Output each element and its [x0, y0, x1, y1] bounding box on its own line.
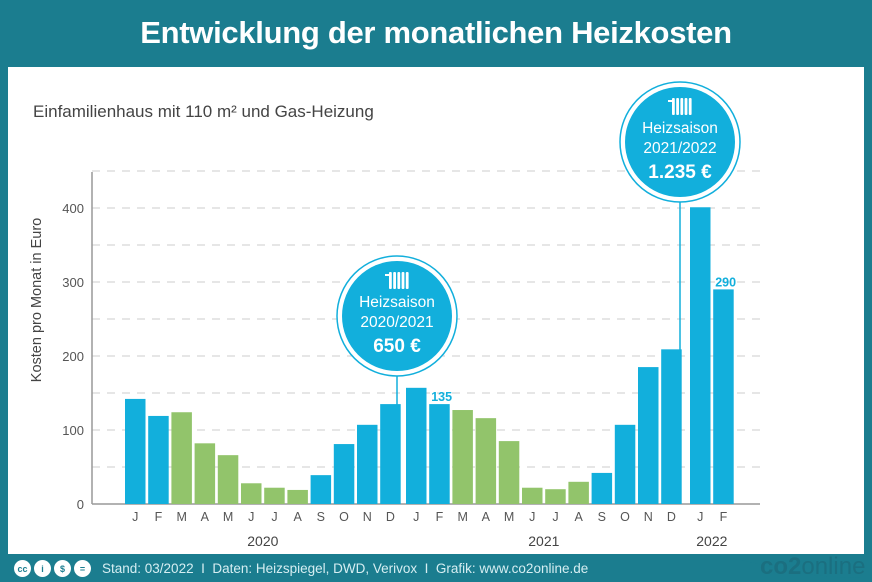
bar-2021-3 [475, 418, 497, 504]
x-tick-label: F [436, 510, 444, 524]
x-tick-label: J [271, 510, 277, 524]
year-label-2022: 2022 [696, 533, 727, 549]
bar-2020-5 [241, 483, 262, 504]
x-tick-label: N [644, 510, 653, 524]
x-tick-label: M [457, 510, 467, 524]
radiator-icon [389, 272, 392, 289]
x-tick-label: O [620, 510, 630, 524]
x-tick-label: F [720, 510, 728, 524]
chart-title: Entwicklung der monatlichen Heizkosten [140, 15, 732, 50]
data-label: 290 [715, 275, 736, 289]
bar-2021-1 [429, 404, 450, 504]
nd-icon: = [74, 560, 91, 577]
season-total: 1.235 € [648, 162, 712, 183]
chart-subtitle: Einfamilienhaus mit 110 m² und Gas-Heizu… [33, 102, 374, 121]
bar-2021-8 [591, 472, 613, 504]
season-period: 2021/2022 [643, 140, 716, 157]
year-label-2020: 2020 [247, 533, 278, 549]
bar-2021-10 [638, 367, 659, 504]
x-tick-label: J [697, 510, 703, 524]
bar-2020-8 [310, 475, 332, 504]
x-tick-label: A [201, 510, 210, 524]
radiator-icon [393, 272, 396, 289]
bar-2020-4 [217, 455, 239, 504]
bar-2022-1 [713, 289, 734, 504]
y-tick-label: 0 [77, 497, 84, 512]
bar-2021-0 [406, 387, 427, 504]
bar-2021-2 [452, 410, 473, 504]
x-tick-label: S [317, 510, 325, 524]
radiator-icon [385, 274, 389, 276]
y-tick-label: 100 [62, 423, 84, 438]
season-label: Heizsaison [642, 120, 718, 137]
x-tick-label: N [363, 510, 372, 524]
bar-2020-10 [357, 424, 378, 504]
radiator-icon [688, 98, 692, 115]
x-tick-label: J [529, 510, 535, 524]
radiator-icon [405, 272, 409, 289]
cc-icon: cc [14, 560, 31, 577]
x-tick-label: J [413, 510, 419, 524]
radiator-icon [684, 98, 688, 115]
radiator-icon [401, 272, 405, 289]
bar-2020-3 [194, 443, 216, 504]
x-tick-label: J [132, 510, 138, 524]
nc-icon: $ [54, 560, 71, 577]
bar-2020-2 [171, 412, 192, 504]
x-tick-label: J [248, 510, 254, 524]
bar-2020-0 [125, 398, 146, 504]
x-tick-label: A [482, 510, 491, 524]
y-tick-label: 400 [62, 201, 84, 216]
bar-2021-4 [498, 441, 520, 504]
season-total: 650 € [373, 336, 421, 357]
bar-2021-7 [568, 481, 589, 504]
x-tick-label: M [176, 510, 186, 524]
bar-2021-11 [661, 349, 682, 504]
bar-2021-6 [545, 489, 566, 504]
x-tick-label: D [386, 510, 395, 524]
bar-2020-11 [380, 404, 401, 504]
year-label-2021: 2021 [528, 533, 559, 549]
bar-2020-6 [264, 487, 285, 504]
season-bubble [625, 87, 735, 197]
y-tick-label: 300 [62, 275, 84, 290]
license-icons: cc i $ = [14, 560, 91, 577]
x-tick-label: A [574, 510, 583, 524]
season-label: Heizsaison [359, 294, 435, 311]
radiator-icon [397, 272, 401, 289]
bar-2020-9 [333, 444, 355, 504]
season-period: 2020/2021 [360, 314, 433, 331]
x-tick-label: D [667, 510, 676, 524]
logo-rest: online [801, 553, 866, 580]
bar-2020-7 [287, 489, 308, 504]
x-tick-label: M [504, 510, 514, 524]
credits-text: Stand: 03/2022 I Daten: Heizspiegel, DWD… [102, 561, 589, 576]
y-tick-label: 200 [62, 349, 84, 364]
x-tick-label: S [598, 510, 606, 524]
footer-swoosh [0, 556, 872, 582]
radiator-icon [680, 98, 684, 115]
x-tick-label: M [223, 510, 233, 524]
radiator-icon [668, 100, 672, 102]
bar-2020-1 [148, 415, 169, 504]
radiator-icon [672, 98, 675, 115]
radiator-icon [676, 98, 679, 115]
logo-bold: co2 [760, 553, 802, 580]
by-icon: i [34, 560, 51, 577]
bar-2021-9 [614, 424, 636, 504]
co2online-logo: co2online [760, 553, 865, 581]
y-axis-label: Kosten pro Monat in Euro [29, 218, 45, 382]
bar-2021-5 [522, 487, 543, 504]
header: Entwicklung der monatlichen Heizkosten [0, 0, 872, 66]
season-bubble [342, 261, 452, 371]
data-label: 135 [431, 390, 452, 404]
bar-2022-0 [690, 207, 711, 504]
x-tick-label: J [552, 510, 558, 524]
x-tick-label: F [155, 510, 163, 524]
x-tick-label: O [339, 510, 349, 524]
x-tick-label: A [293, 510, 302, 524]
